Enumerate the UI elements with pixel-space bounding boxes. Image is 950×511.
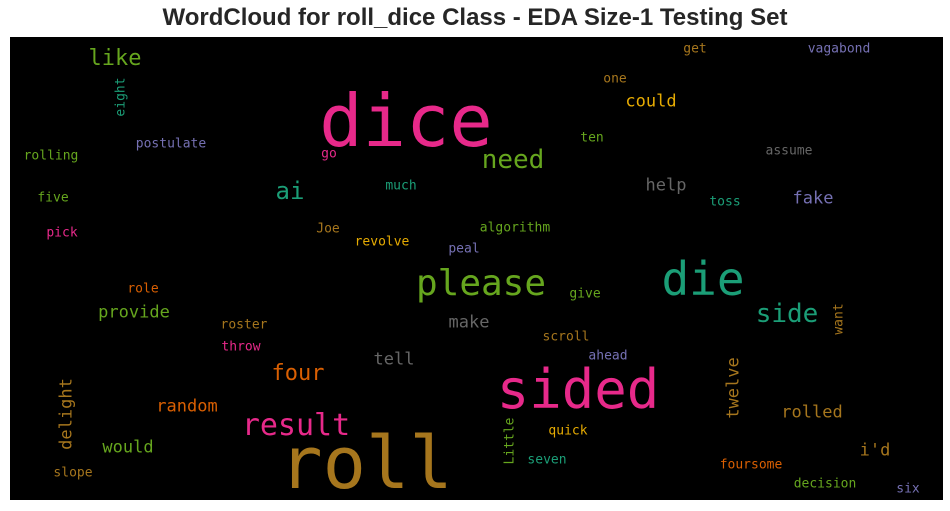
word-throw: throw — [221, 339, 261, 355]
word-joe: Joe — [316, 221, 340, 237]
word-would: would — [102, 437, 154, 458]
word-four: four — [271, 361, 325, 386]
word-algorithm: algorithm — [479, 220, 551, 236]
word-sided: sided — [496, 358, 660, 421]
word-role: role — [127, 281, 159, 297]
word-give: give — [569, 286, 601, 302]
word-revolve: revolve — [354, 234, 410, 250]
wordcloud-canvas: dice roll sided die please result need side ai fo… — [10, 37, 943, 500]
word-please: please — [415, 263, 547, 304]
word-scroll: scroll — [542, 329, 590, 345]
word-side: side — [755, 299, 819, 329]
word-help: help — [645, 175, 687, 196]
word-ten: ten — [580, 130, 604, 146]
word-much: much — [385, 178, 417, 194]
word-die: die — [661, 252, 745, 306]
word-ahead: ahead — [588, 348, 628, 364]
word-provide: provide — [98, 302, 170, 323]
word-ai: ai — [275, 177, 305, 205]
word-make: make — [448, 312, 490, 333]
word-i-d: i'd — [859, 440, 891, 461]
word-assume: assume — [765, 143, 813, 159]
word-could: could — [625, 91, 677, 112]
word-tell: tell — [373, 349, 415, 370]
word-result: result — [241, 408, 351, 443]
word-decision: decision — [793, 476, 857, 492]
word-quick: quick — [548, 423, 588, 439]
word-little: Little — [502, 417, 518, 465]
word-get: get — [683, 41, 707, 57]
word-rolling: rolling — [23, 148, 79, 164]
word-one: one — [603, 71, 627, 87]
word-fake: fake — [792, 188, 834, 209]
word-random: random — [156, 396, 218, 417]
word-six: six — [896, 481, 920, 497]
word-twelve: twelve — [723, 357, 744, 419]
word-peal: peal — [448, 241, 480, 257]
word-like: like — [88, 46, 142, 71]
word-roll: roll — [279, 421, 453, 500]
word-postulate: postulate — [135, 136, 207, 152]
word-rolled: rolled — [781, 402, 843, 423]
word-seven: seven — [527, 452, 567, 468]
word-slope: slope — [53, 465, 93, 481]
word-foursome: foursome — [719, 457, 783, 473]
chart-title: WordCloud for roll_dice Class - EDA Size… — [162, 4, 788, 31]
word-dice: dice — [319, 79, 493, 163]
word-eight: eight — [113, 77, 129, 117]
word-want: want — [831, 303, 847, 335]
word-five: five — [37, 190, 69, 206]
word-need: need — [481, 145, 545, 175]
word-pick: pick — [46, 225, 78, 241]
word-toss: toss — [709, 194, 741, 210]
word-go: go — [321, 146, 337, 162]
word-delight: delight — [56, 378, 77, 450]
word-roster: roster — [220, 317, 268, 333]
word-vagabond: vagabond — [807, 41, 871, 57]
